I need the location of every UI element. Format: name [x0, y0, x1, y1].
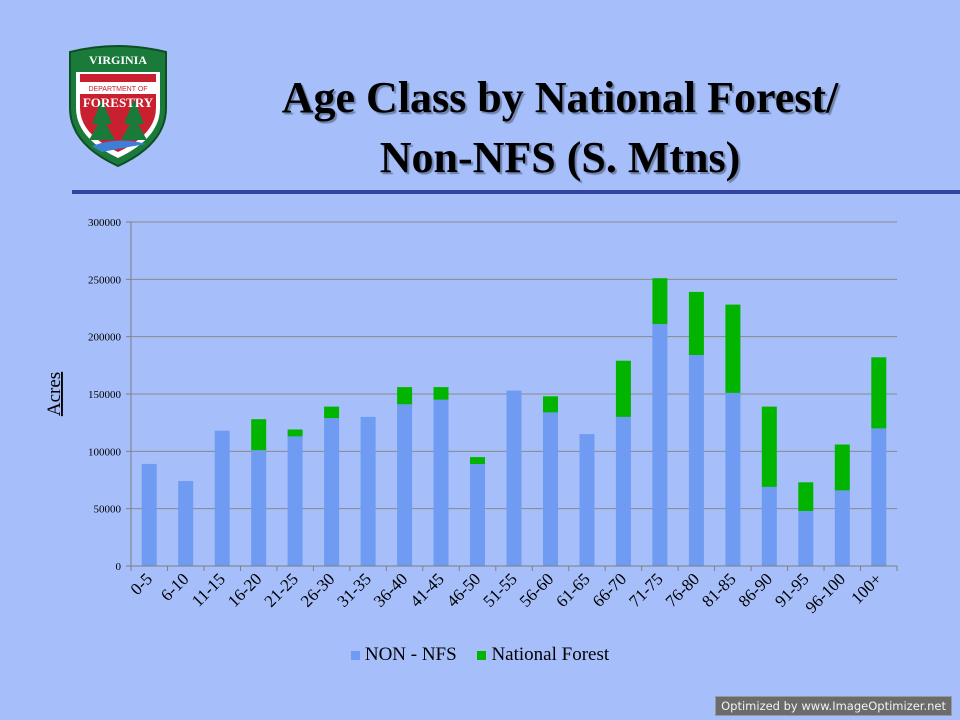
x-tick-label: 66-70 [589, 569, 630, 610]
bar-national-forest-56-60 [543, 396, 558, 413]
x-tick-label: 36-40 [370, 569, 411, 610]
bar-national-forest-91-95 [798, 482, 814, 511]
x-tick-labels: 0-5 6-1011-1516-2021-2526-3031-3536-4041-… [127, 569, 886, 616]
y-tick-label: 0 [116, 561, 122, 573]
y-tick-label: 50000 [94, 504, 122, 516]
bar-national-forest-36-40 [397, 387, 413, 405]
x-tick-label: 71-75 [625, 569, 666, 610]
bar-non-nfs-76-80 [688, 355, 704, 566]
x-tick-label: 26-30 [297, 569, 338, 610]
virginia-forestry-logo: VIRGINIA DEPARTMENT OF FORESTRY [69, 45, 167, 168]
bar-national-forest-26-30 [324, 406, 340, 419]
bar-national-forest-86-90 [761, 406, 777, 487]
x-tick-label: 51-55 [479, 569, 520, 610]
bar-non-nfs-61-65 [579, 434, 595, 566]
bar-non-nfs-51-55 [506, 390, 522, 566]
slide-title-line1: Age Class by National Forest/ [281, 73, 839, 122]
bar-non-nfs-81-85 [725, 392, 741, 566]
x-tick-label: 11-15 [188, 569, 229, 610]
y-tick-label: 250000 [88, 274, 122, 286]
x-tick-label: 41-45 [406, 569, 447, 610]
y-axis-label: Acres [44, 372, 65, 416]
bars [141, 278, 887, 566]
bar-non-nfs-66-70 [615, 416, 631, 566]
legend-item-non-nfs: NON - NFS [350, 644, 457, 666]
bar-non-nfs-11-15 [214, 430, 230, 566]
x-tick-label: 16-20 [224, 569, 265, 610]
age-class-chart: 0 50000 100000 150000 200000 250000 300000 0-5… [44, 217, 898, 617]
bar-non-nfs-41-45 [433, 399, 449, 566]
y-tick-labels: 0 50000 100000 150000 200000 250000 300000 [88, 217, 122, 573]
bar-non-nfs-0-5 [141, 463, 157, 566]
legend-label-national-forest: National Forest [491, 644, 610, 665]
title-divider [72, 190, 960, 194]
bar-national-forest-100plus [871, 357, 887, 429]
legend-item-national-forest: National Forest [477, 644, 609, 666]
legend-swatch-non-nfs [350, 651, 360, 661]
y-tick-label: 100000 [88, 446, 122, 458]
x-tick-label: 81-85 [698, 569, 739, 610]
x-tick-label: 0-5 [127, 569, 156, 598]
logo-bottom-text: FORESTRY [83, 95, 154, 110]
y-tick-label: 200000 [88, 332, 122, 344]
slide-title-line2: Non-NFS (S. Mtns) [379, 133, 741, 182]
legend-label-non-nfs: NON - NFS [364, 644, 457, 665]
bar-national-forest-71-75 [652, 278, 668, 325]
x-tick-label: 21-25 [260, 569, 301, 610]
bar-non-nfs-46-50 [470, 463, 485, 566]
x-tick-label: 96-100 [802, 569, 849, 616]
y-tick-label: 300000 [88, 217, 122, 229]
logo-top-text: VIRGINIA [89, 53, 147, 67]
x-tick-label: 56-60 [516, 569, 557, 610]
bar-non-nfs-56-60 [543, 412, 558, 566]
pine-tree-icon [121, 99, 147, 140]
x-tick-label: 100+ [847, 569, 885, 607]
bar-national-forest-16-20 [251, 419, 267, 451]
x-tick-label: 61-65 [552, 569, 593, 610]
bar-national-forest-81-85 [725, 304, 741, 393]
bar-national-forest-46-50 [470, 457, 485, 464]
bar-non-nfs-100plus [871, 428, 887, 566]
bar-non-nfs-6-10 [178, 481, 194, 566]
bar-non-nfs-16-20 [251, 450, 267, 566]
y-tick-label: 150000 [88, 389, 122, 401]
bar-non-nfs-71-75 [652, 324, 668, 566]
x-tick-label: 31-35 [333, 569, 374, 610]
bar-non-nfs-31-35 [360, 416, 376, 566]
bar-national-forest-66-70 [615, 360, 631, 417]
watermark: Optimized by www.ImageOptimizer.net [715, 696, 952, 716]
chart-legend: NON - NFS National Forest [0, 644, 960, 666]
pine-tree-icon [89, 99, 115, 140]
bar-non-nfs-21-25 [287, 436, 303, 566]
bar-national-forest-41-45 [433, 387, 449, 400]
legend-swatch-national-forest [477, 651, 487, 661]
bar-non-nfs-86-90 [761, 486, 777, 566]
logo-middle-text: DEPARTMENT OF [88, 86, 147, 93]
x-tick-label: 6-10 [157, 569, 192, 604]
bar-non-nfs-26-30 [324, 418, 340, 566]
x-tick-label: 86-90 [735, 569, 776, 610]
bar-non-nfs-36-40 [397, 404, 413, 566]
x-tick-label: 76-80 [662, 569, 703, 610]
x-tick-label: 46-50 [443, 569, 484, 610]
bar-national-forest-96-100 [834, 444, 850, 491]
bar-non-nfs-96-100 [834, 490, 850, 566]
axes [126, 221, 898, 571]
bar-national-forest-76-80 [688, 291, 704, 355]
bar-national-forest-21-25 [287, 429, 303, 437]
bar-non-nfs-91-95 [798, 511, 814, 566]
